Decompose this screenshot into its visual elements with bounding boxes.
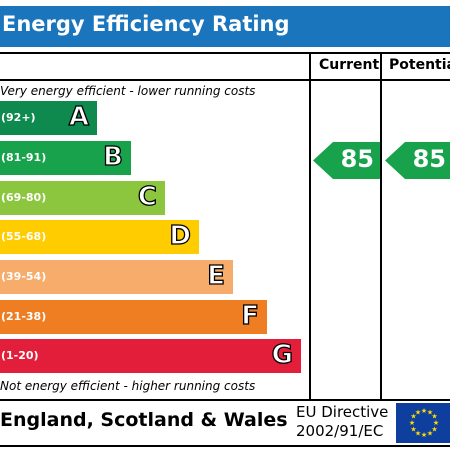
page-title: Energy Efficiency Rating xyxy=(2,12,290,36)
svg-text:★: ★ xyxy=(421,431,427,439)
current-column-header: Current xyxy=(319,57,380,73)
band-a-letter: A xyxy=(68,101,89,132)
current-column-divider xyxy=(309,52,311,399)
svg-text:★: ★ xyxy=(433,419,439,427)
svg-text:★: ★ xyxy=(431,426,437,434)
band-f-range: (21-38) xyxy=(1,310,47,323)
svg-text:★: ★ xyxy=(427,409,433,417)
eu-stars: ★ ★ ★ ★ ★ ★ ★ ★ ★ ★ ★ ★ xyxy=(409,407,439,439)
band-d: (55-68) D xyxy=(0,220,199,254)
potential-column-header: Potential xyxy=(389,57,450,73)
potential-column-divider xyxy=(380,52,382,399)
current-rating-value: 85 xyxy=(340,145,374,173)
band-a: (92+) A xyxy=(0,101,97,135)
band-g-letter: G xyxy=(271,339,294,370)
svg-text:★: ★ xyxy=(427,430,433,438)
eu-flag-icon: ★ ★ ★ ★ ★ ★ ★ ★ ★ ★ ★ ★ xyxy=(396,403,450,443)
header-divider xyxy=(0,79,450,81)
bottom-note: Not energy efficient - higher running co… xyxy=(0,379,256,393)
band-f-letter: F xyxy=(241,300,260,331)
band-c: (69-80) C xyxy=(0,181,165,215)
band-g-range: (1-20) xyxy=(1,349,39,362)
band-e-range: (39-54) xyxy=(1,270,47,283)
directive-line-1: EU Directive xyxy=(296,403,389,421)
band-b-range: (81-91) xyxy=(1,151,47,164)
directive-line-2: 2002/91/EC xyxy=(296,422,384,440)
svg-text:★: ★ xyxy=(409,419,415,427)
svg-text:★: ★ xyxy=(421,407,427,415)
svg-text:★: ★ xyxy=(415,409,421,417)
band-b-letter: B xyxy=(103,141,124,172)
svg-text:★: ★ xyxy=(410,426,416,434)
band-b: (81-91) B xyxy=(0,141,131,175)
title-bar xyxy=(0,6,450,47)
band-c-range: (69-80) xyxy=(1,191,47,204)
svg-text:★: ★ xyxy=(431,413,437,421)
svg-text:★: ★ xyxy=(415,430,421,438)
band-g: (1-20) G xyxy=(0,339,301,373)
footer-divider xyxy=(0,399,450,401)
band-d-letter: D xyxy=(169,220,192,251)
band-e-letter: E xyxy=(207,260,226,291)
band-e: (39-54) E xyxy=(0,260,233,294)
eu-directive: EU Directive 2002/91/EC xyxy=(296,403,388,441)
band-f: (21-38) F xyxy=(0,300,267,334)
potential-rating-value: 85 xyxy=(412,145,446,173)
rating-table-frame xyxy=(0,52,450,447)
top-note: Very energy efficient - lower running co… xyxy=(0,84,256,98)
band-a-range: (92+) xyxy=(1,111,36,124)
svg-text:★: ★ xyxy=(410,413,416,421)
band-d-range: (55-68) xyxy=(1,230,47,243)
band-c-letter: C xyxy=(137,181,157,212)
country-label: England, Scotland & Wales xyxy=(0,409,288,431)
